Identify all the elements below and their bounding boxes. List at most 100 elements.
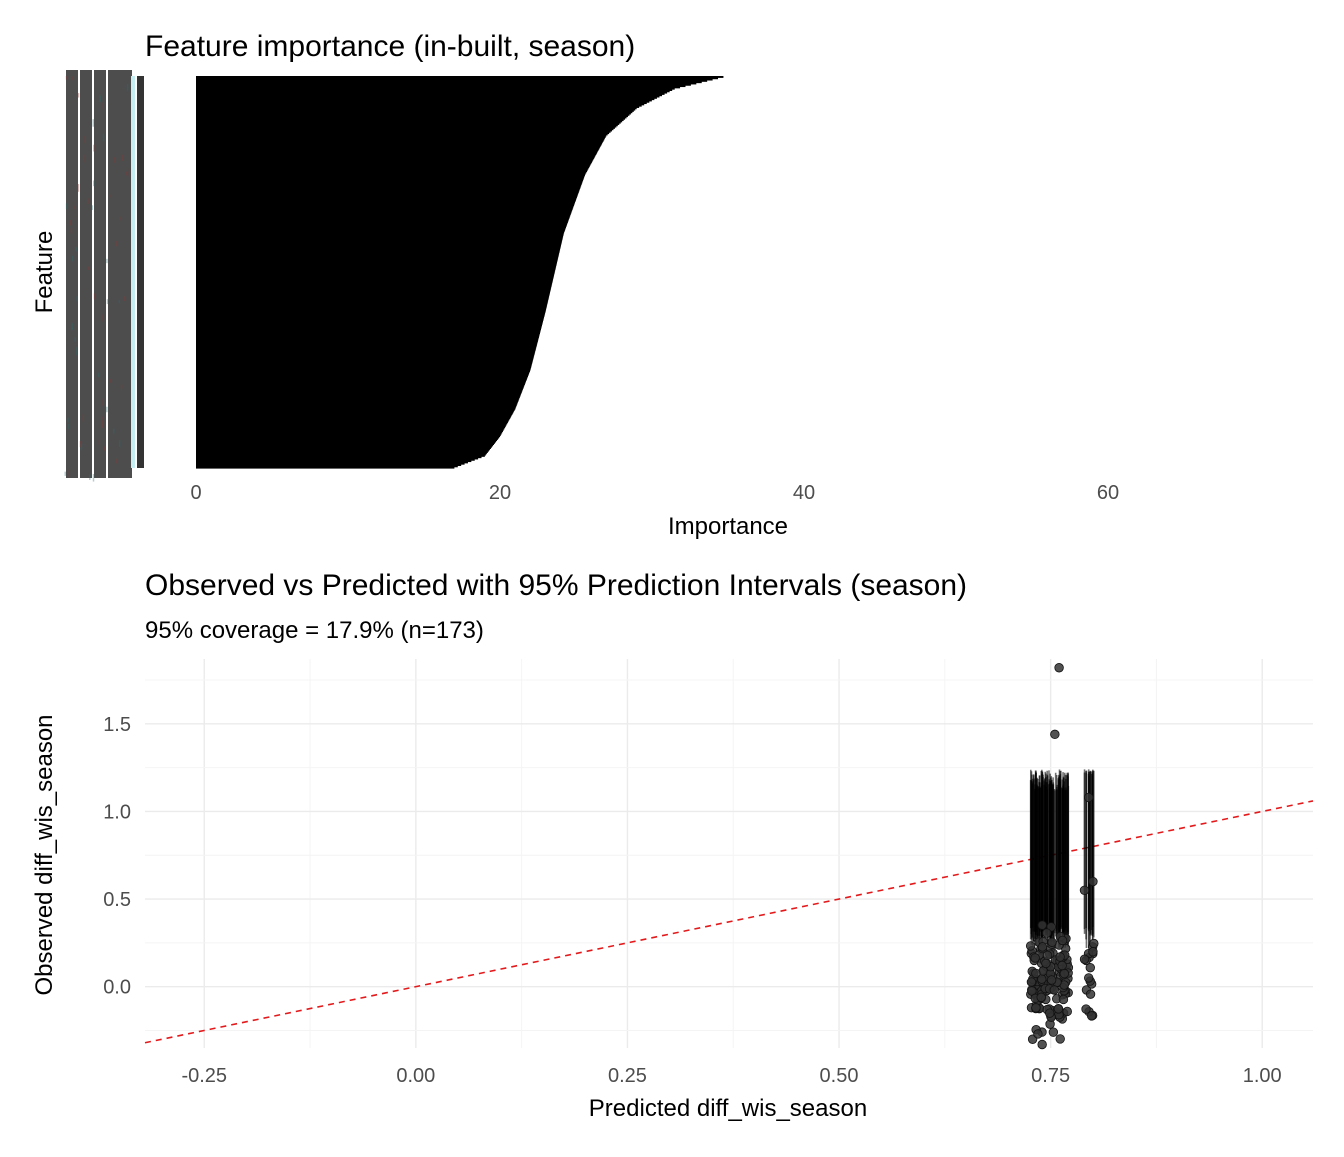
importance-bar (196, 294, 550, 297)
importance-bar (196, 113, 630, 116)
identity-reference-line (144, 800, 1314, 1044)
importance-bar (196, 221, 568, 223)
importance-bar (196, 137, 605, 140)
importance-bar (196, 282, 553, 285)
importance-bar (196, 115, 628, 118)
importance-bar (196, 146, 600, 149)
importance-bar (196, 104, 642, 107)
importance-bar (196, 349, 536, 351)
importance-bar (196, 336, 539, 338)
importance-bar (196, 217, 570, 220)
feature-label-glyph (102, 102, 105, 110)
importance-bar (196, 230, 565, 233)
importance-bar (196, 424, 506, 427)
importance-bar (196, 106, 640, 108)
importance-bar (196, 159, 593, 162)
importance-bar (196, 192, 579, 195)
importance-bar (196, 204, 575, 206)
importance-bar (196, 281, 553, 284)
importance-bar (196, 218, 569, 221)
scatter-y-tick-label: 1.5 (103, 714, 131, 736)
importance-bar (196, 132, 610, 135)
importance-bar (196, 134, 607, 137)
importance-bar (196, 291, 550, 294)
importance-bar (196, 308, 547, 311)
feature-label-glyph (93, 180, 95, 187)
importance-bar (196, 346, 537, 349)
observed-point (1026, 977, 1037, 987)
observed-point (1036, 992, 1046, 1002)
importance-bar (196, 307, 547, 310)
feature-label-glyph (87, 198, 89, 204)
importance-bar (196, 334, 540, 337)
importance-bar (196, 166, 590, 169)
observed-point (1031, 1003, 1041, 1013)
scatter-y-tick-label: 1.0 (103, 801, 131, 823)
importance-bar (196, 107, 637, 110)
importance-bar (196, 189, 580, 192)
importance-bar (196, 260, 558, 263)
importance-bar (196, 87, 675, 90)
importance-bar (196, 420, 509, 423)
importance-bar (196, 320, 544, 323)
importance-bar (196, 205, 574, 208)
feature-label-glyph (89, 474, 91, 480)
importance-bar (196, 249, 560, 252)
importance-bar (196, 309, 546, 312)
importance-bar (196, 162, 592, 165)
feature-label-glyph (67, 423, 70, 430)
importance-bar (196, 100, 650, 103)
importance-bar (196, 193, 578, 196)
importance-bar (196, 266, 556, 269)
feature-label-glyph (71, 76, 73, 81)
importance-bar (196, 96, 657, 99)
importance-bar (196, 184, 582, 187)
observed-point (1081, 1004, 1091, 1014)
importance-bar (196, 243, 562, 246)
feature-label-glyph (65, 203, 68, 210)
importance-bar (196, 85, 686, 88)
observed-point (1042, 950, 1053, 961)
observed-point (1055, 952, 1065, 962)
scatter-y-tick-label: 0.0 (103, 977, 131, 999)
observed-point (1079, 885, 1090, 896)
feature-label-glyph (118, 440, 121, 448)
importance-bar (196, 198, 576, 201)
observed-point (1033, 1029, 1043, 1039)
importance-bar (196, 279, 553, 282)
importance-bar (196, 261, 558, 264)
importance-bar (196, 214, 571, 217)
importance-bar (196, 83, 691, 86)
importance-bar (196, 458, 475, 461)
observed-point (1084, 792, 1094, 803)
importance-bar (196, 129, 612, 132)
feature-label-glyph (87, 266, 90, 270)
importance-bar (196, 278, 554, 281)
importance-bar (196, 390, 522, 393)
scatter-x-tick-label: 0.00 (396, 1065, 435, 1087)
importance-bar (196, 285, 552, 287)
importance-bar (196, 441, 495, 444)
feature-label-glyph (101, 314, 103, 322)
importance-bar (196, 360, 533, 363)
feature-label-glyph (93, 144, 95, 152)
importance-bar (196, 439, 498, 442)
importance-bar (196, 380, 526, 383)
importance-bar (196, 343, 537, 346)
importance-bar (196, 223, 567, 226)
importance-bar (196, 112, 631, 115)
observed-point (1045, 1008, 1055, 1018)
feature-label-glyph (102, 399, 104, 406)
importance-bar (196, 398, 519, 401)
importance-bar (196, 91, 668, 94)
feature-tick-labels (64, 70, 144, 482)
importance-bar (196, 339, 538, 342)
importance-bar (196, 167, 589, 170)
importance-bar (196, 359, 533, 362)
feature-label-glyph (102, 133, 105, 141)
importance-bar (196, 393, 521, 396)
importance-bar (196, 402, 518, 405)
feature-label-glyph (79, 441, 82, 448)
importance-bar (196, 155, 595, 158)
importance-bar (196, 452, 487, 455)
